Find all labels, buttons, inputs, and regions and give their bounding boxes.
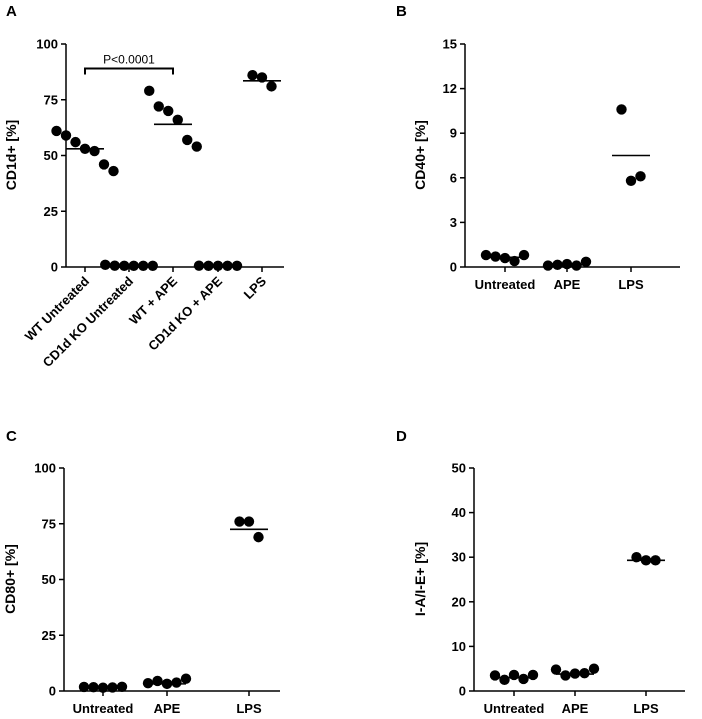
x-tick-label: Untreated xyxy=(73,701,134,716)
y-axis-title: CD1d+ [%] xyxy=(3,120,19,190)
data-point xyxy=(560,670,571,681)
y-tick-label: 50 xyxy=(44,148,58,163)
y-tick-label: 50 xyxy=(42,572,56,587)
y-tick-label: 50 xyxy=(452,461,466,476)
y-tick-label: 0 xyxy=(51,260,58,275)
y-tick-label: 25 xyxy=(44,204,58,219)
y-tick-label: 100 xyxy=(36,37,58,52)
x-tick-label: APE xyxy=(562,701,589,716)
panel-d: D I-A/I-E+ [%] 0 10 20 30 40 50 Untreated APE LP… xyxy=(396,428,685,716)
data-point xyxy=(100,259,111,270)
data-point xyxy=(163,105,174,117)
y-axis-title: CD40+ [%] xyxy=(412,120,428,190)
data-point xyxy=(98,159,110,170)
x-tick-label: APE xyxy=(154,701,181,716)
y-tick-label: 10 xyxy=(452,639,466,654)
data-point xyxy=(616,104,627,115)
data-point xyxy=(182,134,193,146)
significance-label: P<0.0001 xyxy=(103,53,155,67)
y-tick-label: 30 xyxy=(452,550,466,565)
y-tick-label: 0 xyxy=(49,684,56,699)
data-point xyxy=(550,664,562,675)
x-tick-label: Untreated xyxy=(484,701,545,716)
panel-c: C CD80+ [%] 0 25 50 75 100 Untreated APE LPS xyxy=(2,428,280,716)
y-tick-label: 40 xyxy=(452,505,466,520)
data-point xyxy=(527,669,539,681)
y-tick-label: 0 xyxy=(450,260,457,275)
panel-letter: B xyxy=(396,3,407,20)
significance-bracket xyxy=(84,67,174,75)
y-tick-label: 20 xyxy=(452,594,466,609)
data-point xyxy=(480,249,492,261)
y-tick-label: 3 xyxy=(450,215,457,230)
data-point xyxy=(153,101,164,112)
data-point xyxy=(180,673,192,684)
data-point xyxy=(70,136,81,148)
data-point xyxy=(247,70,258,81)
data-point xyxy=(253,531,264,543)
panel-letter: C xyxy=(6,428,17,445)
data-point xyxy=(191,141,202,152)
x-tick-label: LPS xyxy=(618,277,644,292)
x-tick-label: LPS xyxy=(241,273,270,302)
data-point xyxy=(243,516,255,527)
y-tick-label: 9 xyxy=(450,126,457,141)
data-point xyxy=(51,125,62,137)
data-point xyxy=(489,670,501,681)
x-tick-label: APE xyxy=(554,277,581,292)
y-tick-label: 75 xyxy=(42,516,56,531)
data-point xyxy=(234,516,245,527)
y-tick-label: 25 xyxy=(42,628,56,643)
y-axis-title: CD80+ [%] xyxy=(2,544,18,614)
data-point xyxy=(518,249,530,261)
data-point xyxy=(579,667,590,679)
data-point xyxy=(625,175,637,186)
y-tick-label: 6 xyxy=(450,170,457,185)
x-tick-label: LPS xyxy=(236,701,262,716)
panel-b: B CD40+ [%] 0 3 6 9 12 15 Untreated APE LPS xyxy=(396,3,680,292)
data-point xyxy=(499,674,510,686)
x-tick-label: LPS xyxy=(633,701,659,716)
y-axis-title: I-A/I-E+ [%] xyxy=(412,542,428,616)
data-point xyxy=(518,673,529,685)
data-point xyxy=(171,677,182,688)
data-point xyxy=(266,81,277,92)
data-point xyxy=(172,114,183,126)
data-point xyxy=(144,85,155,97)
panel-letter: D xyxy=(396,428,407,445)
data-point xyxy=(509,255,520,267)
data-point xyxy=(147,260,158,271)
y-tick-label: 100 xyxy=(34,461,56,476)
y-tick-label: 75 xyxy=(44,92,58,107)
data-point xyxy=(60,130,72,141)
panel-letter: A xyxy=(6,3,17,20)
y-tick-label: 0 xyxy=(459,684,466,699)
data-point xyxy=(588,663,600,674)
x-tick-label: Untreated xyxy=(475,277,536,292)
y-tick-label: 12 xyxy=(443,81,457,96)
data-point xyxy=(508,669,520,681)
data-point xyxy=(635,171,646,182)
data-point xyxy=(89,145,100,157)
y-tick-label: 15 xyxy=(443,37,457,52)
data-point xyxy=(108,165,119,177)
